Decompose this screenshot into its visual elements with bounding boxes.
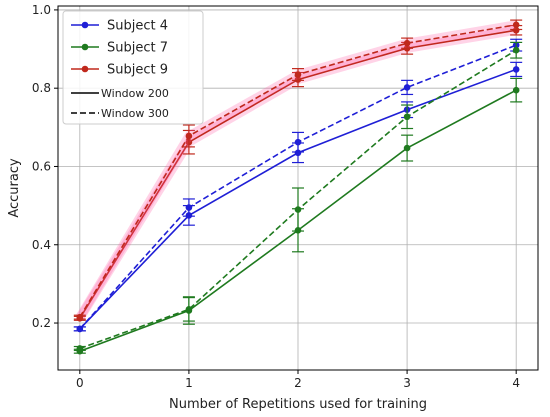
y-tick-label: 1.0 [32, 3, 51, 17]
data-point [294, 206, 302, 213]
legend-marker [81, 65, 89, 73]
data-point [512, 21, 520, 29]
legend-label: Subject 7 [107, 41, 168, 56]
x-tick-label: 0 [76, 376, 84, 390]
y-tick-label: 0.2 [32, 316, 51, 330]
legend-box [62, 10, 204, 125]
legend-label: Window 200 [101, 87, 169, 100]
data-point [403, 144, 411, 152]
legend: Subject 4 Subject 7 Subject 9 Window 200 Win… [62, 10, 204, 125]
data-point [185, 306, 193, 313]
x-tick-label: 3 [403, 376, 411, 390]
data-point [403, 84, 411, 91]
series-subject-9-dashed [73, 19, 523, 321]
x-tick-label: 1 [185, 376, 193, 390]
data-point [76, 345, 84, 352]
data-point [512, 86, 520, 94]
data-point [512, 46, 520, 54]
series-layer [73, 19, 523, 355]
data-point [403, 113, 411, 121]
data-point [76, 325, 84, 333]
data-point [512, 66, 520, 73]
data-point [185, 132, 193, 140]
data-point [294, 71, 302, 78]
y-tick-label: 0.4 [32, 238, 51, 252]
data-point [403, 39, 411, 47]
data-point [76, 313, 84, 321]
x-tick-label: 4 [512, 376, 520, 390]
legend-marker [81, 43, 89, 51]
x-tick-label: 2 [294, 376, 302, 390]
data-point [512, 26, 520, 34]
legend-label: Window 300 [101, 107, 169, 120]
legend-label: Subject 4 [107, 19, 168, 34]
y-axis-label: Accuracy [7, 158, 22, 218]
series-subject-7-dashed [73, 41, 523, 352]
x-axis-label: Number of Repetitions used for training [169, 397, 427, 412]
y-tick-label: 0.6 [32, 159, 51, 173]
data-point [185, 204, 193, 211]
data-point [294, 149, 302, 157]
legend-marker [81, 21, 89, 29]
y-tick-label: 0.8 [32, 81, 51, 95]
legend-label: Subject 9 [107, 63, 168, 78]
data-point [294, 138, 302, 146]
axis-ticks: 0 1 2 3 4 0.2 0.4 0.6 0.8 1.0 [32, 3, 520, 390]
